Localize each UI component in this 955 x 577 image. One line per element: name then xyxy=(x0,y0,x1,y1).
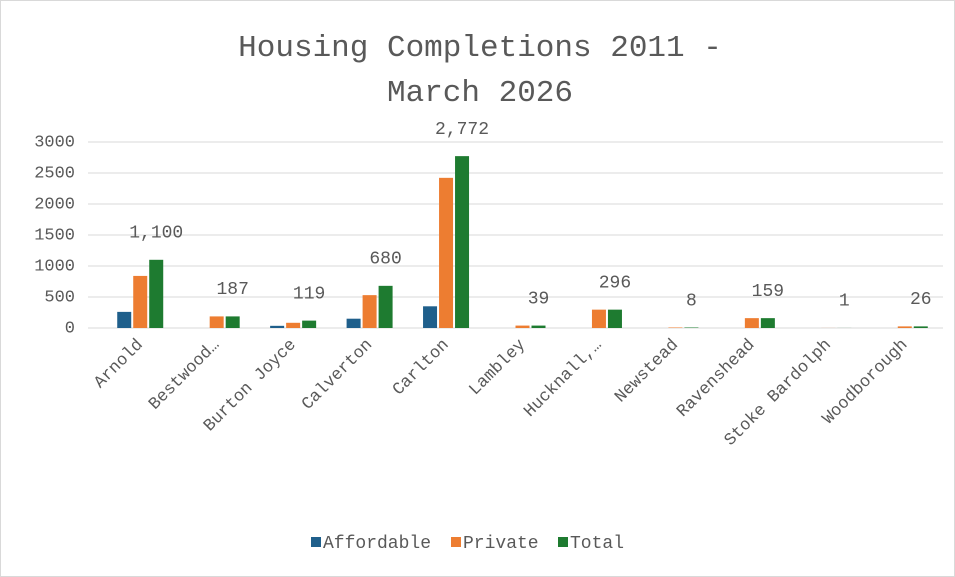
y-tick-label: 2500 xyxy=(34,164,75,183)
chart-title: Housing Completions 2011 - March 2026 xyxy=(238,31,722,111)
data-label: 296 xyxy=(599,273,631,293)
x-tick-label: Ravenshead xyxy=(674,336,760,422)
data-label: 39 xyxy=(528,289,550,309)
x-tick-label: Bestwood… xyxy=(146,336,224,414)
bar xyxy=(744,318,759,328)
data-label: 8 xyxy=(686,291,697,311)
legend-label: Total xyxy=(570,534,624,554)
data-label: 680 xyxy=(369,250,401,270)
x-tick-label: Hucknall,… xyxy=(521,336,607,422)
y-tick-label: 500 xyxy=(44,288,75,307)
data-label: 1 xyxy=(839,292,850,312)
bar xyxy=(423,306,438,328)
y-tick-label: 3000 xyxy=(34,133,75,152)
bar xyxy=(270,325,285,328)
y-tick-label: 0 xyxy=(65,319,75,338)
data-label: 119 xyxy=(293,284,325,304)
x-tick-label: Newstead xyxy=(612,336,683,407)
legend-swatch xyxy=(558,537,568,547)
data-label: 26 xyxy=(910,290,932,310)
bar xyxy=(760,318,775,328)
bar xyxy=(439,177,454,328)
legend-swatch xyxy=(311,537,321,547)
bar xyxy=(117,311,132,328)
bar xyxy=(591,309,606,328)
bar xyxy=(913,326,928,328)
bar xyxy=(362,295,377,328)
x-tick-label: Lambley xyxy=(466,336,530,400)
bar xyxy=(209,316,224,328)
bar xyxy=(149,259,164,328)
data-label: 187 xyxy=(216,280,248,300)
bar xyxy=(378,285,393,328)
bar xyxy=(302,320,317,328)
bar xyxy=(346,318,361,328)
data-label: 2,772 xyxy=(435,120,489,140)
legend-label: Affordable xyxy=(323,534,431,554)
data-label: 1,100 xyxy=(129,224,183,244)
y-tick-label: 2000 xyxy=(34,195,75,214)
bar xyxy=(225,316,240,328)
bar xyxy=(897,326,912,328)
y-tick-label: 1000 xyxy=(34,257,75,276)
data-label: 159 xyxy=(752,282,784,302)
legend-swatch xyxy=(451,537,461,547)
bar xyxy=(515,325,530,328)
x-tick-label: Arnold xyxy=(91,336,148,393)
legend-label: Private xyxy=(463,534,539,554)
x-tick-label: Carlton xyxy=(390,336,454,400)
y-tick-label: 1500 xyxy=(34,226,75,245)
bar xyxy=(133,275,148,328)
x-tick-label: Calverton xyxy=(299,336,377,414)
bar xyxy=(455,156,470,328)
bar xyxy=(531,325,546,328)
bar xyxy=(286,322,301,328)
bar xyxy=(607,309,622,328)
